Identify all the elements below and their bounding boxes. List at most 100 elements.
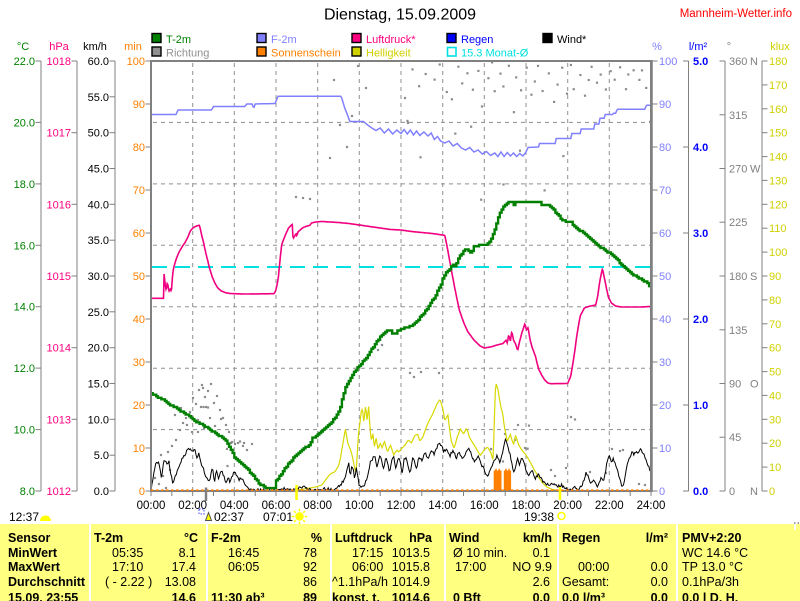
svg-text:360: 360 <box>729 56 747 68</box>
svg-text:30: 30 <box>659 357 671 369</box>
svg-text:50: 50 <box>769 367 781 379</box>
svg-text:70: 70 <box>769 319 781 331</box>
svg-text:20: 20 <box>769 438 781 450</box>
svg-text:90: 90 <box>659 99 671 111</box>
svg-text:0: 0 <box>659 486 665 498</box>
svg-text:0.0: 0.0 <box>94 486 109 498</box>
svg-text:90: 90 <box>729 379 741 391</box>
svg-text:20.0: 20.0 <box>14 117 35 129</box>
svg-text:5.0: 5.0 <box>94 450 109 462</box>
svg-text:20: 20 <box>133 400 145 412</box>
svg-text:15.3 Monat-Ø: 15.3 Monat-Ø <box>461 48 529 60</box>
svg-text:100: 100 <box>659 56 677 68</box>
svg-text:270: 270 <box>729 164 747 176</box>
svg-text:60.0: 60.0 <box>88 56 109 68</box>
svg-text:1015: 1015 <box>47 271 71 283</box>
svg-text:1012: 1012 <box>47 486 71 498</box>
svg-text:100: 100 <box>127 56 145 68</box>
svg-text:Sonnenschein: Sonnenschein <box>271 48 341 60</box>
svg-text:0.0: 0.0 <box>693 486 708 498</box>
svg-text:90: 90 <box>133 99 145 111</box>
svg-text:40: 40 <box>659 314 671 326</box>
svg-text:°: ° <box>727 41 731 53</box>
svg-text:1013: 1013 <box>47 414 71 426</box>
svg-text:25.0: 25.0 <box>88 307 109 319</box>
svg-text:3.0: 3.0 <box>693 228 708 240</box>
svg-text:24:00: 24:00 <box>637 500 666 512</box>
svg-text:0: 0 <box>769 486 775 498</box>
svg-text:135: 135 <box>729 325 747 337</box>
svg-text:70: 70 <box>659 185 671 197</box>
svg-text:50.0: 50.0 <box>88 128 109 140</box>
svg-text:18:00: 18:00 <box>512 500 541 512</box>
svg-text:Helligkeit: Helligkeit <box>366 48 411 60</box>
svg-text:70: 70 <box>133 185 145 197</box>
svg-text:10: 10 <box>133 443 145 455</box>
svg-text:20: 20 <box>659 400 671 412</box>
svg-text:F-2m: F-2m <box>271 34 297 46</box>
svg-text:15.0: 15.0 <box>88 379 109 391</box>
svg-text:1016: 1016 <box>47 199 71 211</box>
svg-text:45.0: 45.0 <box>88 164 109 176</box>
svg-text:2.0: 2.0 <box>693 314 708 326</box>
svg-text:Wind*: Wind* <box>557 34 587 46</box>
svg-text:07:01: 07:01 <box>263 510 293 524</box>
svg-text:N: N <box>750 486 758 498</box>
svg-text:30: 30 <box>133 357 145 369</box>
svg-text:1014: 1014 <box>47 343 71 355</box>
svg-text:14:00: 14:00 <box>428 500 457 512</box>
svg-text:315: 315 <box>729 110 747 122</box>
svg-text:18.0: 18.0 <box>14 179 35 191</box>
svg-text:1.0: 1.0 <box>693 400 708 412</box>
svg-text:30: 30 <box>769 414 781 426</box>
svg-text:0: 0 <box>729 486 735 498</box>
svg-text:10.0: 10.0 <box>14 425 35 437</box>
svg-text:55.0: 55.0 <box>88 92 109 104</box>
svg-text:50: 50 <box>133 271 145 283</box>
svg-text:06:00: 06:00 <box>262 500 291 512</box>
svg-text:12:00: 12:00 <box>387 500 416 512</box>
svg-text:60: 60 <box>133 228 145 240</box>
svg-text:20:00: 20:00 <box>553 500 582 512</box>
svg-text:225: 225 <box>729 217 747 229</box>
svg-text:16:00: 16:00 <box>470 500 499 512</box>
svg-text:12:37: 12:37 <box>9 510 39 524</box>
svg-text:W: W <box>750 164 761 176</box>
svg-text:20.0: 20.0 <box>88 343 109 355</box>
svg-text:10:00: 10:00 <box>345 500 374 512</box>
svg-text:N: N <box>750 56 758 68</box>
svg-text:100: 100 <box>769 247 787 259</box>
svg-text:160: 160 <box>769 104 787 116</box>
svg-text:110: 110 <box>769 223 787 235</box>
svg-text:km/h: km/h <box>83 41 107 53</box>
svg-text:02:37: 02:37 <box>214 510 244 524</box>
svg-text:l/m²: l/m² <box>689 41 708 53</box>
svg-text:50: 50 <box>659 271 671 283</box>
svg-text:130: 130 <box>769 175 787 187</box>
svg-text:min: min <box>124 41 142 53</box>
svg-text:80: 80 <box>659 142 671 154</box>
svg-text:Regen: Regen <box>461 34 493 46</box>
svg-text:22:00: 22:00 <box>595 500 624 512</box>
svg-text:klux: klux <box>770 41 790 53</box>
svg-text:40: 40 <box>769 390 781 402</box>
svg-text:120: 120 <box>769 199 787 211</box>
svg-text:30.0: 30.0 <box>88 271 109 283</box>
svg-text:40.0: 40.0 <box>88 199 109 211</box>
svg-text:hPa: hPa <box>49 41 69 53</box>
svg-text:60: 60 <box>769 343 781 355</box>
svg-text:40: 40 <box>133 314 145 326</box>
svg-text:90: 90 <box>769 271 781 283</box>
svg-text:00:00: 00:00 <box>137 500 166 512</box>
svg-text:12.0: 12.0 <box>14 363 35 375</box>
svg-text:10.0: 10.0 <box>88 414 109 426</box>
svg-text:10: 10 <box>659 443 671 455</box>
svg-text:180: 180 <box>729 271 747 283</box>
svg-text:22.0: 22.0 <box>14 56 35 68</box>
svg-text:150: 150 <box>769 128 787 140</box>
svg-text:35.0: 35.0 <box>88 235 109 247</box>
svg-text:Mannheim-Wetter.info: Mannheim-Wetter.info <box>680 8 792 20</box>
svg-text:19:38: 19:38 <box>524 510 554 524</box>
svg-text:08:00: 08:00 <box>303 500 332 512</box>
svg-text:140: 140 <box>769 152 787 164</box>
